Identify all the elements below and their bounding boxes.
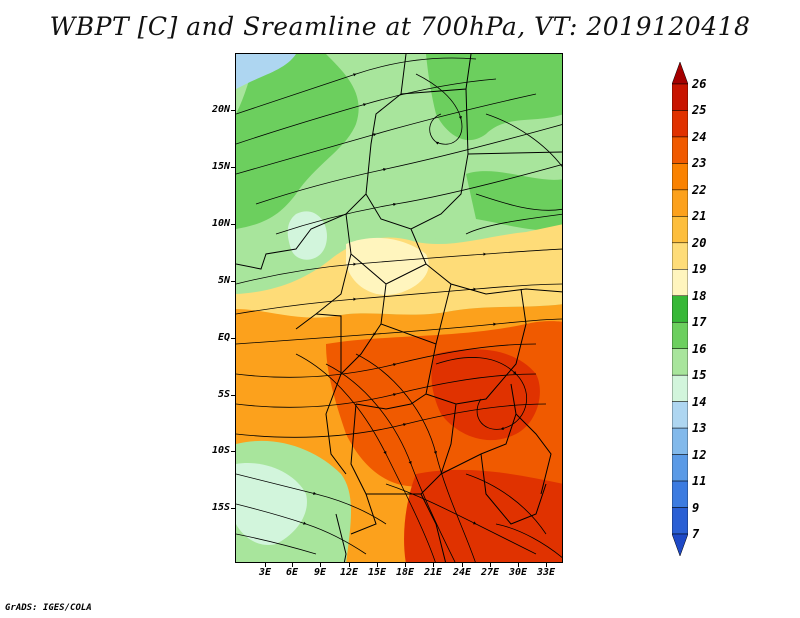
colorbar-label: 15 [692, 368, 707, 383]
lon-label: 30E [508, 567, 528, 578]
colorbar-label: 22 [692, 182, 707, 197]
lon-label: 6E [285, 567, 299, 578]
colorbar-label: 19 [692, 262, 707, 277]
lon-tick [462, 563, 463, 567]
lat-label: 5N [217, 275, 230, 286]
lon-tick [405, 563, 406, 567]
wbpt-field-dark-green-mid [466, 171, 562, 231]
wbpt-field-cool-nw [236, 54, 296, 89]
streamlines [236, 57, 562, 562]
colorbar-segment [672, 110, 688, 138]
colorbar-label: 21 [692, 209, 707, 224]
colorbar-label: 12 [692, 447, 707, 462]
lat-tick [231, 110, 235, 111]
lat-label: 10S [211, 445, 230, 456]
lat-tick [231, 224, 235, 225]
lon-label: 15E [367, 567, 387, 578]
wbpt-field-dark-green-nw [236, 54, 359, 229]
colorbar-label: 7 [692, 527, 700, 541]
colorbar-label: 13 [692, 421, 707, 436]
lon-tick [546, 563, 547, 567]
lat-label: 5S [217, 389, 230, 400]
lon-tick [433, 563, 434, 567]
lat-label: 10N [211, 218, 230, 229]
lon-tick [518, 563, 519, 567]
lon-tick [490, 563, 491, 567]
colorbar-segment [672, 163, 688, 191]
lat-label: 15N [211, 161, 230, 172]
lat-tick [231, 508, 235, 509]
colorbar-label: 11 [692, 474, 707, 489]
lon-tick [377, 563, 378, 567]
colorbar-label: 25 [692, 103, 707, 118]
colorbar-segment [672, 507, 688, 535]
colorbar-label: 24 [692, 129, 707, 144]
wbpt-field-light-yellow [346, 237, 429, 295]
colorbar-segment [672, 295, 688, 323]
lat-tick [231, 338, 235, 339]
colorbar-segment [672, 269, 688, 297]
wbpt-field-southeast-red [404, 469, 562, 562]
lon-tick [349, 563, 350, 567]
lat-label: EQ [217, 332, 230, 343]
lon-label: 24E [452, 567, 472, 578]
colorbar-segment [672, 216, 688, 244]
plot-title: WBPT [C] and Sreamline at 700hPa, VT: 20… [49, 12, 751, 41]
lat-label: 15S [211, 502, 230, 513]
colorbar-segment [672, 401, 688, 429]
lon-label: 33E [536, 567, 556, 578]
lon-label: 18E [395, 567, 415, 578]
lon-label: 9E [313, 567, 327, 578]
lon-label: 21E [423, 567, 443, 578]
lon-label: 3E [258, 567, 272, 578]
map-panel [235, 53, 563, 563]
colorbar [672, 62, 688, 556]
lon-tick [320, 563, 321, 567]
colorbar-label: 16 [692, 341, 707, 356]
colorbar-segment [672, 83, 688, 111]
wbpt-field-pale-spot [287, 211, 327, 260]
colorbar-label: 26 [692, 77, 707, 91]
colorbar-segment [672, 242, 688, 270]
lat-label: 20N [211, 104, 230, 115]
lon-tick [292, 563, 293, 567]
colorbar-bottom-arrow [672, 533, 688, 556]
colorbar-segment [672, 427, 688, 455]
colorbar-label: 18 [692, 288, 707, 303]
lat-tick [231, 281, 235, 282]
colorbar-label: 9 [692, 500, 700, 515]
lat-tick [231, 451, 235, 452]
colorbar-segment [672, 321, 688, 349]
lat-tick [231, 395, 235, 396]
colorbar-label: 23 [692, 156, 707, 171]
credit-text: GrADS: IGES/COLA [5, 603, 92, 613]
colorbar-top-arrow [672, 62, 688, 85]
lon-label: 12E [339, 567, 359, 578]
lon-tick [265, 563, 266, 567]
colorbar-label: 14 [692, 394, 707, 409]
colorbar-segment [672, 189, 688, 217]
colorbar-segment [672, 480, 688, 508]
colorbar-segment [672, 348, 688, 376]
colorbar-segment [672, 454, 688, 482]
lon-label: 27E [480, 567, 500, 578]
country-boundaries [236, 54, 562, 562]
colorbar-label: 20 [692, 235, 707, 250]
wbpt-field-southwest-pale [236, 463, 307, 545]
lat-tick [231, 167, 235, 168]
colorbar-segment [672, 374, 688, 402]
colorbar-segment [672, 136, 688, 164]
colorbar-label: 17 [692, 315, 707, 330]
